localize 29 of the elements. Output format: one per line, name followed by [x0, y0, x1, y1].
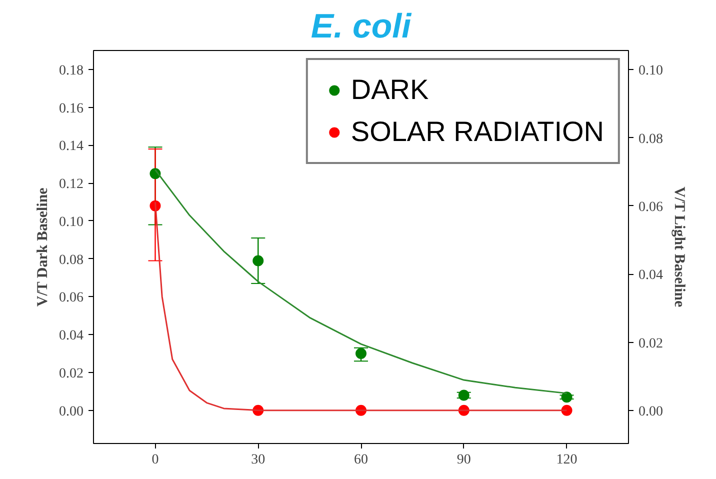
x-tick-label: 30	[251, 452, 266, 468]
y-axis-title: V/T Dark Baseline	[35, 187, 51, 307]
y2-tick-label: 0.10	[638, 64, 663, 79]
y-tick-label: 0.06	[59, 290, 84, 306]
y2-tick-label: 0.04	[638, 268, 663, 284]
x-tick-label: 90	[456, 452, 471, 468]
legend-label: DARK	[350, 74, 429, 106]
y-tick-label: 0.08	[59, 252, 84, 268]
y2-tick-label: 0.08	[638, 132, 663, 147]
point	[561, 392, 572, 403]
point	[561, 404, 572, 416]
point	[252, 255, 264, 266]
y-tick-label: 0.10	[59, 214, 84, 230]
y2-axis-title: V/T Light Baseline	[671, 186, 687, 308]
y-tick-label: 0.04	[59, 328, 84, 344]
y-tick-label: 0.14	[59, 139, 84, 154]
y-tick-label: 0.02	[59, 366, 84, 382]
y-tick-label: 0.18	[59, 63, 84, 78]
y-tick-label: 0.16	[59, 101, 84, 116]
y2-tick-label: 0.00	[638, 404, 663, 420]
y2-tick-label: 0.02	[638, 336, 663, 352]
y-tick-label: 0.12	[59, 177, 84, 192]
x-tick-label: 120	[556, 452, 578, 468]
x-tick-label: 60	[354, 452, 368, 468]
y-tick-label: 0.00	[59, 404, 84, 420]
y2-tick-label: 0.06	[638, 200, 663, 215]
x-tick-label: 0	[152, 452, 159, 468]
chart-title: E. coli	[310, 8, 413, 46]
legend-label: SOLAR RADIATION	[350, 116, 604, 148]
